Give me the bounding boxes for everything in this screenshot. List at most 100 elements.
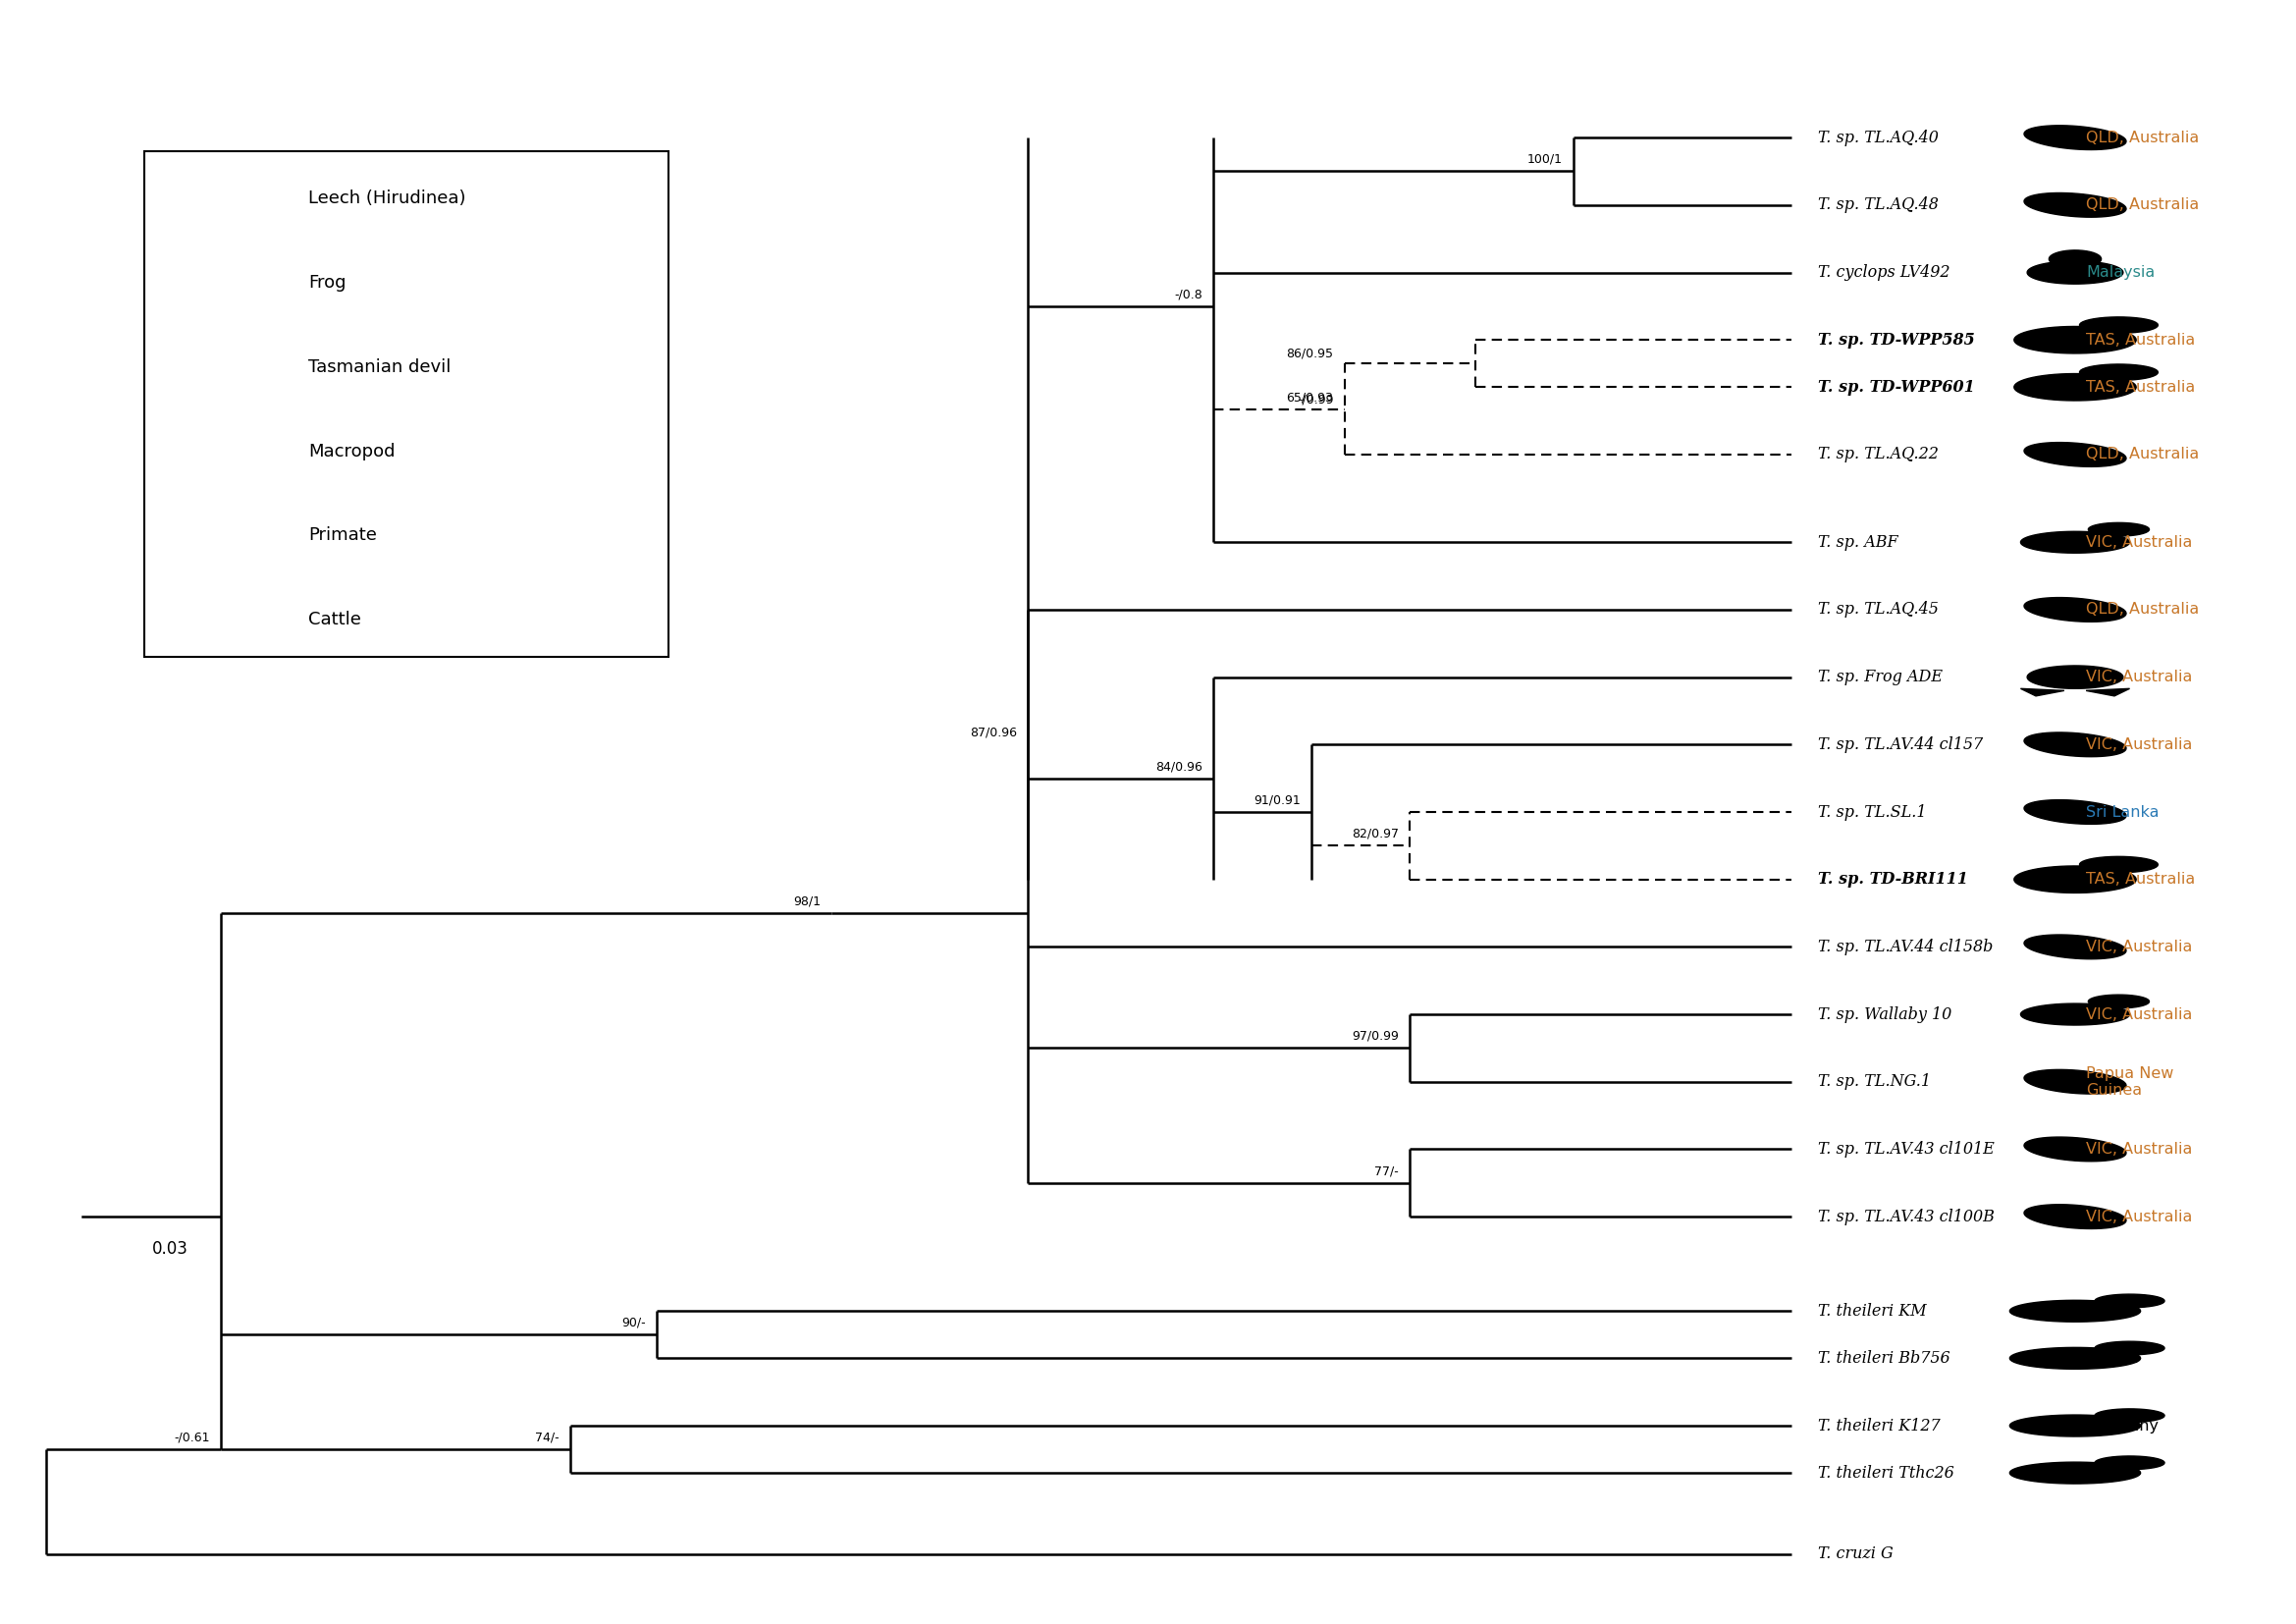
Text: Tasmanian devil: Tasmanian devil [308, 357, 450, 375]
Polygon shape [2025, 1137, 2126, 1161]
Text: T. sp. TD-BRI111: T. sp. TD-BRI111 [1818, 870, 1968, 888]
Text: 100/1: 100/1 [1527, 153, 1564, 166]
Polygon shape [2020, 1004, 2131, 1025]
Polygon shape [172, 294, 216, 302]
Text: T. sp. TD-WPP601: T. sp. TD-WPP601 [1818, 378, 1975, 396]
Text: T. cruzi G: T. cruzi G [1818, 1546, 1892, 1562]
Text: VIC, Australia: VIC, Australia [2087, 737, 2193, 752]
Text: T. cyclops LV492: T. cyclops LV492 [1818, 265, 1949, 281]
Text: 86/0.95: 86/0.95 [1286, 348, 1334, 361]
Text: Leech (Hirudinea): Leech (Hirudinea) [308, 190, 466, 208]
Text: T. sp. TL.SL.1: T. sp. TL.SL.1 [1818, 804, 1926, 820]
Polygon shape [2014, 866, 2135, 893]
Polygon shape [2094, 1457, 2165, 1470]
Polygon shape [2080, 317, 2158, 333]
Polygon shape [248, 603, 317, 617]
Polygon shape [2025, 442, 2126, 466]
Text: T. sp. TL.AV.44 cl157: T. sp. TL.AV.44 cl157 [1818, 736, 1984, 754]
Polygon shape [2009, 1348, 2140, 1369]
Polygon shape [172, 440, 282, 461]
Text: Frog: Frog [308, 274, 347, 291]
Polygon shape [2094, 1294, 2165, 1307]
Polygon shape [177, 187, 278, 211]
Text: T. theileri Bb756: T. theileri Bb756 [1818, 1350, 1949, 1367]
Text: VIC, Australia: VIC, Australia [2087, 1142, 2193, 1156]
Polygon shape [2014, 374, 2135, 401]
Polygon shape [163, 609, 294, 630]
FancyBboxPatch shape [145, 151, 668, 656]
Polygon shape [2025, 125, 2126, 149]
Text: T. theileri KM: T. theileri KM [1818, 1302, 1926, 1319]
Polygon shape [2025, 1205, 2126, 1229]
Text: VIC, Australia: VIC, Australia [2087, 1007, 2193, 1021]
Text: T. sp. TL.NG.1: T. sp. TL.NG.1 [1818, 1073, 1931, 1090]
Text: Poland: Poland [2087, 1351, 2138, 1366]
Text: QLD, Australia: QLD, Australia [2087, 198, 2200, 213]
Polygon shape [179, 525, 276, 547]
Text: T. sp. TL.AV.43 cl100B: T. sp. TL.AV.43 cl100B [1818, 1208, 1995, 1224]
Polygon shape [241, 432, 301, 445]
Polygon shape [2025, 193, 2126, 218]
Text: T. sp. TL.AQ.45: T. sp. TL.AQ.45 [1818, 601, 1938, 619]
Text: TAS, Australia: TAS, Australia [2087, 380, 2195, 395]
Polygon shape [2080, 364, 2158, 380]
Text: QLD, Australia: QLD, Australia [2087, 130, 2200, 145]
Text: 87/0.96: 87/0.96 [969, 726, 1017, 739]
Text: -/0.61: -/0.61 [174, 1431, 209, 1444]
Text: Papua New
Guinea: Papua New Guinea [2087, 1065, 2174, 1098]
Text: Brazil: Brazil [2087, 1465, 2131, 1479]
Polygon shape [2089, 996, 2149, 1009]
Text: TAS, Australia: TAS, Australia [2087, 872, 2195, 887]
Text: Cattle: Cattle [308, 611, 360, 628]
Polygon shape [2025, 598, 2126, 622]
Polygon shape [2025, 732, 2126, 757]
Polygon shape [2048, 250, 2101, 268]
Text: VIC, Australia: VIC, Australia [2087, 940, 2193, 955]
Text: Macropod: Macropod [308, 442, 395, 460]
Text: T. sp. TL.AQ.22: T. sp. TL.AQ.22 [1818, 447, 1938, 463]
Text: T. sp. Wallaby 10: T. sp. Wallaby 10 [1818, 1005, 1952, 1023]
Polygon shape [2009, 1415, 2140, 1437]
Polygon shape [165, 354, 289, 380]
Text: QLD, Australia: QLD, Australia [2087, 603, 2200, 617]
Text: TAS, Australia: TAS, Australia [2087, 333, 2195, 348]
Text: Japan: Japan [2087, 1304, 2131, 1319]
Text: 91/0.91: 91/0.91 [1254, 794, 1302, 807]
Text: 84/0.96: 84/0.96 [1155, 760, 1203, 773]
Polygon shape [2020, 531, 2131, 554]
Text: 74/-: 74/- [535, 1431, 558, 1444]
Text: T. sp. TL.AQ.48: T. sp. TL.AQ.48 [1818, 197, 1938, 213]
Text: T. sp. TL.AV.43 cl101E: T. sp. TL.AV.43 cl101E [1818, 1140, 1995, 1158]
Polygon shape [2089, 523, 2149, 536]
Text: 90/-: 90/- [622, 1317, 645, 1330]
Text: T. sp. TL.AQ.40: T. sp. TL.AQ.40 [1818, 130, 1938, 146]
Text: 0.03: 0.03 [152, 1241, 188, 1259]
Text: T. theileri Tthc26: T. theileri Tthc26 [1818, 1465, 1954, 1481]
Polygon shape [2009, 1301, 2140, 1322]
Text: Germany: Germany [2087, 1418, 2158, 1432]
Text: 77/-: 77/- [1375, 1164, 1398, 1177]
Text: 98/1: 98/1 [794, 895, 820, 908]
Text: VIC, Australia: VIC, Australia [2087, 534, 2193, 549]
Text: VIC, Australia: VIC, Australia [2087, 1210, 2193, 1224]
Polygon shape [2094, 1341, 2165, 1354]
Text: VIC, Australia: VIC, Australia [2087, 669, 2193, 684]
Text: T. theileri K127: T. theileri K127 [1818, 1418, 1940, 1434]
Text: 82/0.97: 82/0.97 [1352, 828, 1398, 840]
Polygon shape [2025, 935, 2126, 960]
Polygon shape [2025, 801, 2126, 823]
Text: Malaysia: Malaysia [2087, 265, 2156, 279]
Polygon shape [2027, 666, 2124, 689]
Text: Primate: Primate [308, 526, 377, 544]
Polygon shape [2014, 326, 2135, 354]
Text: QLD, Australia: QLD, Australia [2087, 447, 2200, 461]
Text: T. sp. ABF: T. sp. ABF [1818, 534, 1899, 551]
Text: T. sp. TL.AV.44 cl158b: T. sp. TL.AV.44 cl158b [1818, 939, 1993, 955]
Polygon shape [2009, 1462, 2140, 1484]
Polygon shape [2027, 261, 2124, 284]
Polygon shape [202, 513, 253, 531]
Polygon shape [2087, 689, 2131, 697]
Polygon shape [2080, 856, 2158, 872]
Polygon shape [239, 294, 282, 302]
Polygon shape [2020, 689, 2064, 697]
